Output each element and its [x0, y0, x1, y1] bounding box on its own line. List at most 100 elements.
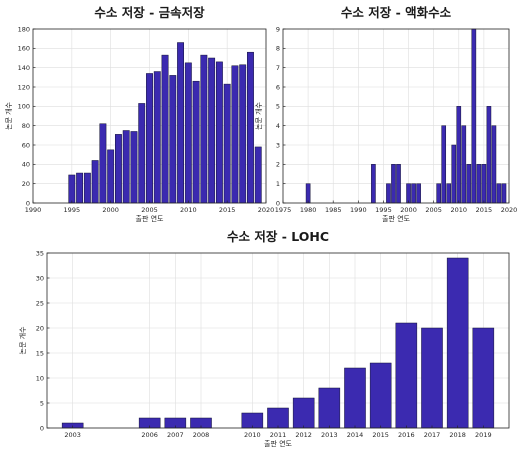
bar-2012	[466, 164, 472, 204]
y-tick-label: 180	[18, 25, 30, 33]
bar-1980	[305, 183, 311, 204]
y-tick-label: 15	[36, 349, 44, 357]
y-tick-label: 20	[36, 324, 44, 332]
bar-2004	[138, 103, 146, 204]
bar-2010	[456, 106, 462, 204]
x-tick-label: 2006	[141, 431, 158, 439]
x-tick-label: 2003	[64, 431, 81, 439]
y-axis-label: 논문 개수	[254, 101, 263, 130]
bar-2003	[130, 131, 138, 204]
bar-1996	[386, 183, 391, 204]
y-tick-label: 9	[276, 25, 280, 33]
x-tick-label: 2020	[501, 206, 518, 214]
y-tick-label: 60	[22, 141, 30, 149]
bar-1995	[68, 174, 76, 204]
x-tick-label: 1995	[375, 206, 392, 214]
bar-2017	[239, 64, 247, 204]
bar-2015	[223, 83, 231, 204]
bar-2011	[192, 80, 200, 204]
x-tick-label: 1975	[275, 206, 292, 214]
x-tick-label: 1990	[350, 206, 367, 214]
y-tick-label: 7	[276, 64, 280, 72]
x-tick-label: 2020	[258, 206, 275, 214]
bar-2007	[441, 125, 447, 204]
bar-2014	[344, 367, 366, 429]
bar-2009	[451, 144, 457, 204]
y-tick-label: 120	[18, 83, 30, 91]
bar-1998	[91, 160, 99, 204]
bar-2015	[369, 362, 392, 429]
bar-2019	[254, 146, 262, 204]
x-tick-label: 1995	[64, 206, 81, 214]
bar-2005	[146, 73, 153, 204]
bar-2007	[161, 54, 169, 204]
y-tick-label: 5	[40, 399, 44, 407]
y-tick-label: 35	[36, 249, 44, 257]
bar-2018	[446, 257, 469, 429]
bar-2014	[476, 164, 482, 204]
chart-liquid: 0 1 2 3 4 5 6 7 8 9 1975 1980 1985 1990 1995 2000 2005 20…	[254, 5, 517, 223]
bar-2016	[231, 65, 239, 204]
bar-2018	[496, 183, 502, 204]
y-tick-label: 25	[36, 299, 44, 307]
bar-2019	[501, 183, 507, 204]
bar-2012	[200, 54, 208, 204]
bar-1997	[83, 172, 91, 204]
x-tick-label: 2010	[244, 431, 261, 439]
y-tick-label: 0	[26, 199, 30, 207]
bar-2015	[481, 164, 487, 204]
x-tick-label: 2019	[475, 431, 492, 439]
x-tick-label: 1980	[300, 206, 317, 214]
y-tick-label: 80	[22, 122, 30, 130]
y-tick-label: 0	[40, 424, 44, 432]
x-axis-label: 출판 연도	[264, 439, 293, 448]
x-tick-label: 2011	[270, 431, 287, 439]
y-axis-label: 논문 개수	[4, 101, 13, 130]
bar-2016	[486, 106, 492, 204]
y-tick-label: 160	[18, 45, 30, 53]
bar-2019	[472, 327, 495, 429]
y-tick-label: 2	[276, 161, 280, 169]
x-tick-label: 2017	[424, 431, 441, 439]
bar-2018	[247, 51, 254, 204]
chart-metal: 0 20 40 60 80 100 120 140 160 180 1990 1995 2000 2005…	[4, 5, 274, 223]
x-tick-label: 2010	[451, 206, 468, 214]
x-tick-label: 1990	[25, 206, 42, 214]
bar-2008	[446, 183, 452, 204]
bar-2011	[267, 407, 289, 429]
x-tick-label: 2008	[193, 431, 210, 439]
chart-title: 수소 저장 - 금속저장	[94, 5, 205, 20]
bar-2001	[114, 134, 122, 204]
x-tick-label: 2005	[141, 206, 158, 214]
bar-2017	[421, 327, 443, 429]
axes-frame	[282, 28, 510, 204]
bar-1993	[371, 164, 376, 204]
bar-2002	[122, 130, 130, 204]
y-tick-label: 5	[276, 103, 280, 111]
bar-2016	[395, 322, 418, 429]
y-tick-label: 140	[18, 64, 30, 72]
bar-1996	[76, 172, 84, 204]
y-tick-label: 3	[276, 141, 280, 149]
bar-1999	[99, 123, 107, 204]
y-tick-label: 20	[22, 180, 30, 188]
x-tick-label: 2007	[167, 431, 184, 439]
bar-2006	[153, 71, 161, 204]
y-axis-label: 논문 개수	[18, 326, 27, 355]
bar-1998	[396, 164, 401, 204]
bar-2017	[491, 125, 497, 204]
bar-2008	[169, 75, 177, 204]
bar-2010	[184, 62, 192, 204]
bar-2009	[177, 42, 185, 204]
y-tick-label: 100	[18, 103, 30, 111]
y-tick-label: 8	[276, 45, 280, 53]
x-tick-label: 2014	[347, 431, 364, 439]
x-tick-label: 2000	[400, 206, 417, 214]
bar-2000	[406, 183, 411, 204]
y-tick-label: 40	[22, 161, 30, 169]
chart-lohc: 0 5 10 15 20 25 30 35 2003 2006 2007 2008 2010 2011 20…	[18, 229, 510, 448]
bar-2013	[318, 387, 341, 429]
bar-2006	[436, 183, 441, 204]
y-tick-label: 6	[276, 83, 280, 91]
chart-title: 수소 저장 - 액화수소	[341, 5, 452, 20]
